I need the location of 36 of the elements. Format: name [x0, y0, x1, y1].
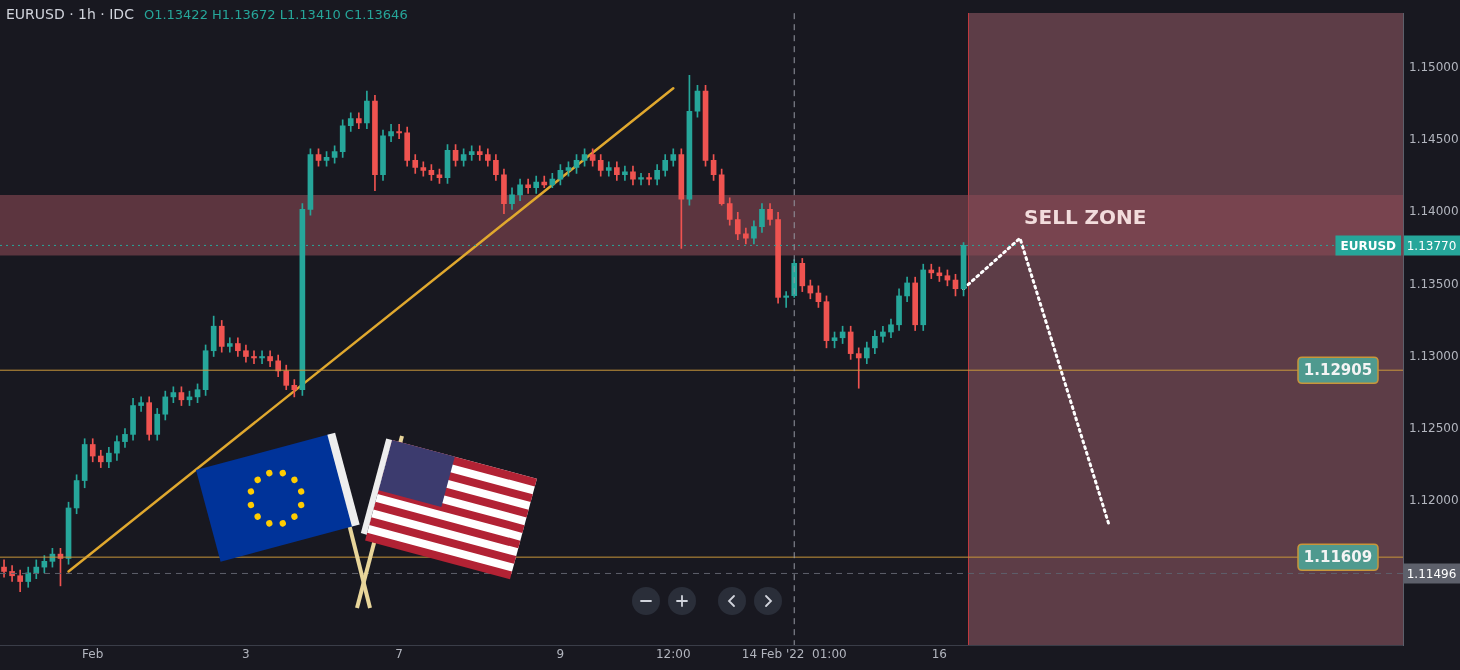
- y-tick-label: 1.15000: [1409, 60, 1459, 75]
- x-tick-label: 12:00: [655, 647, 691, 662]
- x-tick-label: 3: [242, 647, 250, 662]
- x-tick-label: 7: [395, 647, 403, 662]
- x-tick-label: 16: [931, 647, 948, 662]
- x-tick-label: 9: [556, 647, 565, 662]
- band-label: SELL ZONE: [1024, 205, 1147, 230]
- y-tick-label: 1.13500: [1409, 276, 1459, 291]
- ref-line-label: 1.11496: [1406, 566, 1457, 581]
- candlestick: [638, 172, 644, 186]
- candlestick: [226, 337, 233, 353]
- ref-line-label: 1.12905: [1303, 361, 1373, 380]
- ref-line-label: 1.13770: [1406, 238, 1457, 253]
- ref-line-label: 1.11609: [1303, 548, 1373, 567]
- candlestick: [855, 347, 862, 389]
- candlestick: [396, 123, 402, 140]
- candlestick: [259, 350, 265, 365]
- candlestick: [928, 263, 935, 279]
- x-tick-label: 14 Feb '22 01:00: [741, 647, 847, 662]
- y-tick-label: 1.14500: [1409, 132, 1459, 147]
- candlestick: [622, 165, 628, 181]
- annotation: EURUSD: [1340, 238, 1397, 253]
- x-tick-label: Feb: [82, 647, 104, 662]
- chart-subtitle: O1.13422 H1.13672 L1.13410 C1.13646: [143, 6, 408, 22]
- chart-title: EURUSD · 1h · IDC: [6, 6, 134, 22]
- y-tick-label: 1.14000: [1409, 204, 1459, 219]
- y-tick-label: 1.12500: [1409, 420, 1459, 435]
- candlestick: [251, 350, 257, 365]
- candlestick: [541, 175, 548, 189]
- candlestick: [420, 161, 427, 177]
- y-tick-label: 1.13000: [1409, 348, 1459, 363]
- candlestick: [646, 172, 652, 186]
- candlestick: [605, 161, 612, 177]
- candlestick: [783, 291, 789, 308]
- y-tick-label: 1.12000: [1409, 492, 1459, 507]
- candlestick: [525, 178, 531, 194]
